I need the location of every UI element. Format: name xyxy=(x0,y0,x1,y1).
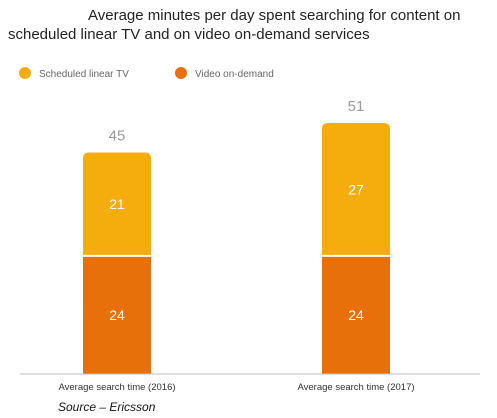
category-label-2017: Average search time (2017) xyxy=(297,382,414,393)
bar-segment-scheduled-linear-tv-1 xyxy=(322,123,390,256)
source-note: Source – Ericsson xyxy=(58,400,156,414)
chart-title-line-2: scheduled linear TV and on video on-dema… xyxy=(8,26,370,43)
legend-label-video-on-demand: Video on-demand xyxy=(195,69,274,80)
bar-total-label-0: 45 xyxy=(109,128,126,145)
legend-swatch-video-on-demand xyxy=(175,67,187,79)
chart-title-line-1: Average minutes per day spent searching … xyxy=(88,7,460,24)
legend-swatch-scheduled-linear-tv xyxy=(19,67,31,79)
bar-value-label-video-on-demand-1: 24 xyxy=(348,307,364,323)
bar-value-label-scheduled-linear-tv-1: 27 xyxy=(348,181,364,197)
bar-segment-video-on-demand-0 xyxy=(83,255,151,374)
bar-value-label-video-on-demand-0: 24 xyxy=(109,307,125,323)
bar-segment-video-on-demand-1 xyxy=(322,255,390,374)
category-label-2016: Average search time (2016) xyxy=(58,382,175,393)
bars: 24 21 45 24 27 51 xyxy=(83,98,390,374)
bar-total-label-1: 51 xyxy=(348,98,365,115)
bar-segment-scheduled-linear-tv-0 xyxy=(83,152,151,256)
legend: Scheduled linear TV Video on-demand xyxy=(19,67,274,80)
bar-value-label-scheduled-linear-tv-0: 21 xyxy=(109,196,125,212)
legend-label-scheduled-linear-tv: Scheduled linear TV xyxy=(39,69,129,80)
